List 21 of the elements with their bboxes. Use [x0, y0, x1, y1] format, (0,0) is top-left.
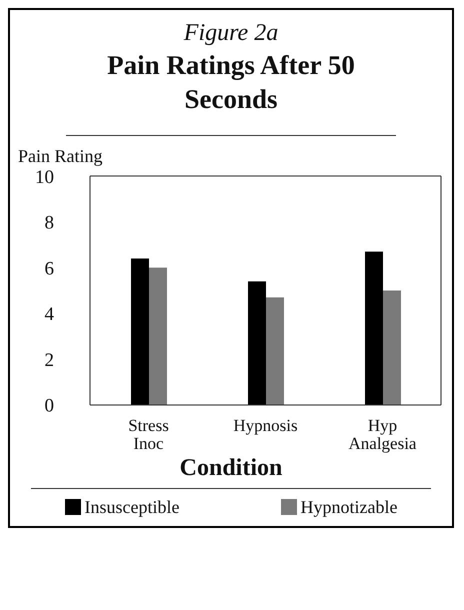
y-tick-label: 0	[44, 395, 54, 416]
bar	[149, 267, 167, 404]
chart-title: Pain Ratings After 50 Seconds	[106, 49, 356, 116]
bar	[266, 296, 284, 404]
legend-label: Insusceptible	[84, 496, 180, 518]
x-tick-label: Stress Inoc	[128, 416, 169, 452]
y-tick-label: 6	[44, 258, 54, 279]
bar	[131, 258, 149, 404]
bar	[365, 251, 383, 404]
bar	[383, 290, 401, 404]
legend-label: Hypnotizable	[300, 496, 398, 518]
x-tick-label: Hyp Analgesia	[348, 416, 417, 452]
chart-subtitle: Figure 2a	[182, 20, 280, 47]
x-axis-title: Condition	[178, 454, 284, 482]
y-tick-label: 2	[44, 349, 54, 370]
y-tick-label: 4	[44, 304, 54, 325]
y-axis-title: Pain Rating	[18, 146, 104, 166]
y-tick-label: 8	[44, 212, 54, 234]
x-tick-label: Hypnosis	[233, 416, 298, 434]
y-tick-label: 10	[35, 166, 54, 188]
bar	[248, 280, 266, 404]
